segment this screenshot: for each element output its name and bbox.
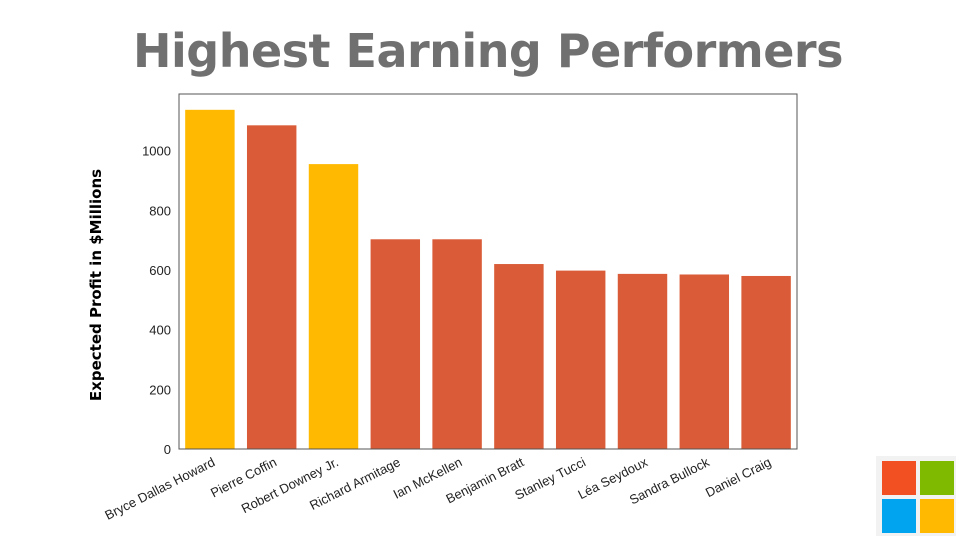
bar: [246, 125, 297, 449]
bar: [370, 239, 421, 449]
x-tick-label: Daniel Craig: [703, 454, 774, 500]
logo-tile-yellow: [920, 499, 954, 533]
x-tick-label: Stanley Tucci: [512, 454, 588, 503]
bar: [741, 275, 791, 449]
y-ticks: 0 200 400 600 800 1000: [142, 144, 171, 457]
bar: [555, 270, 606, 449]
bar: [679, 274, 730, 449]
bar: [185, 109, 235, 450]
y-tick-label: 0: [164, 442, 171, 457]
bar: [308, 164, 359, 449]
plot-frame: [178, 93, 798, 450]
y-tick-label: 200: [149, 382, 171, 397]
bar: [494, 264, 544, 449]
y-tick-label: 1000: [142, 144, 171, 159]
logo-tile-blue: [882, 499, 916, 533]
logo-tile-red: [882, 461, 916, 495]
y-tick-label: 400: [149, 323, 171, 338]
chart-title: Highest Earning Performers: [133, 24, 843, 78]
x-tick-label: Bryce Dallas Howard: [102, 454, 217, 522]
bars-group: [185, 109, 791, 450]
windows-logo-icon: [876, 456, 956, 536]
bar: [617, 273, 668, 449]
bar: [432, 239, 482, 449]
y-axis-label: Expected Profit in $Millions: [87, 169, 105, 401]
y-tick-label: 800: [149, 203, 171, 218]
logo-tile-green: [920, 461, 954, 495]
y-tick-label: 600: [149, 263, 171, 278]
